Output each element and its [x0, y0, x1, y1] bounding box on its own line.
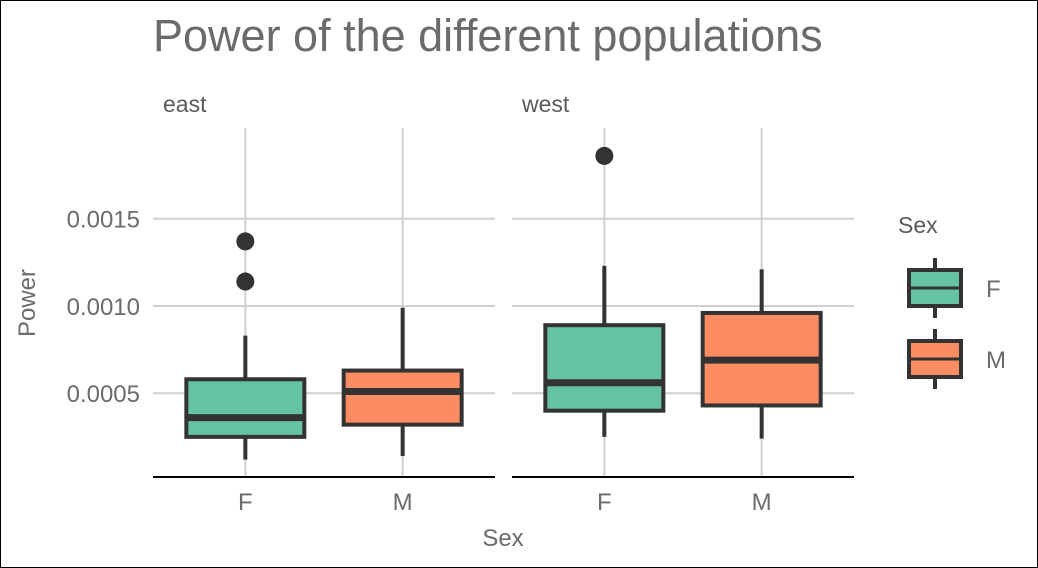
box-east-M	[341, 307, 464, 457]
outlier-point	[236, 232, 255, 251]
facet-panel-west: west F M	[512, 91, 854, 516]
legend: Sex F M	[898, 212, 1006, 389]
box-iqr	[341, 368, 464, 427]
legend-label: M	[986, 347, 1006, 374]
x-tick-label: M	[393, 489, 413, 516]
x-tick-label: M	[752, 489, 772, 516]
legend-entry-M: M	[907, 329, 1006, 389]
facet-panel-east: east F M	[153, 91, 495, 516]
box-west-F	[543, 146, 666, 437]
x-tick-label: F	[238, 489, 253, 516]
y-axis-title: Power	[14, 269, 41, 337]
y-tick-label: 0.0015	[67, 207, 140, 234]
box-iqr	[184, 377, 307, 439]
outlier-point	[236, 272, 255, 291]
box-iqr	[543, 323, 666, 413]
legend-title: Sex	[898, 212, 938, 238]
y-tick-label: 0.0010	[67, 294, 140, 321]
box-east-F	[184, 232, 307, 460]
legend-label: F	[986, 276, 1001, 303]
chart-title: Power of the different populations	[153, 10, 823, 61]
legend-entry-F: F	[907, 258, 1001, 318]
box-west-M	[700, 269, 823, 439]
y-tick-label: 0.0005	[67, 381, 140, 408]
facet-label: west	[521, 91, 570, 117]
x-tick-label: F	[597, 489, 612, 516]
x-axis-title: Sex	[482, 525, 523, 552]
outlier-point	[595, 146, 614, 165]
facet-label: east	[163, 91, 207, 117]
